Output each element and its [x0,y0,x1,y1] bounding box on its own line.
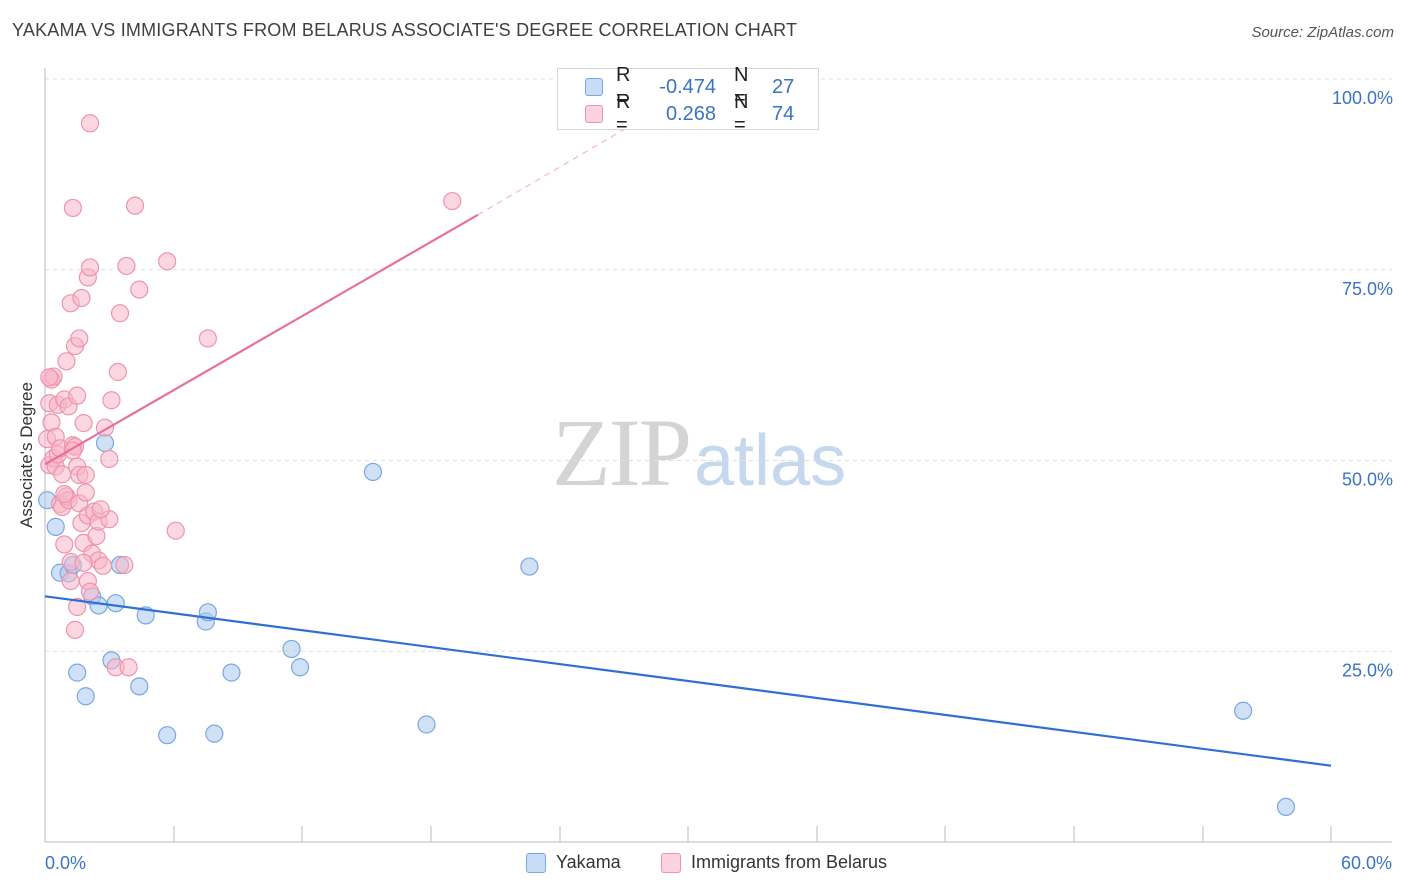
y-tick-label: 25.0% [1342,660,1393,680]
yakama-point [95,433,115,453]
n-label: N = [734,64,749,109]
legend-swatch-yakama [526,852,546,873]
belarus-point [117,256,136,276]
source-credit: Source: ZipAtlas.com [1251,24,1394,41]
belarus-point [61,571,80,591]
watermark-zip: ZIP [552,399,692,506]
y-tick-label: 100.0% [1332,88,1393,108]
n-label: N = [734,91,749,136]
yakama-point [205,724,224,743]
yakama-point [222,663,241,682]
belarus-point [55,484,74,504]
belarus-point [68,597,87,617]
belarus-point [158,252,177,271]
belarus-point [102,391,121,410]
belarus-point [198,329,217,348]
belarus-point [80,114,100,133]
belarus-point [443,191,462,211]
belarus-point [115,555,134,575]
r-label: R = [616,91,631,136]
belarus-point [53,465,72,484]
yakama-point [1276,797,1296,817]
r-value: 0.268 [665,102,716,125]
x-tick-label: 60.0% [1341,853,1392,873]
x-tick-label: 0.0% [45,853,86,873]
r-label: R = [616,64,631,109]
legend-label-belarus: Immigrants from Belarus [691,852,888,872]
yakama-point [1234,701,1253,720]
y-tick-label: 50.0% [1342,470,1393,490]
belarus-point [74,553,93,572]
belarus-point [130,280,149,299]
belarus-point [110,304,130,323]
stats-swatch-yakama [585,78,603,96]
yakama-point [417,715,436,734]
r-value: -0.474 [659,75,716,98]
legend-item-yakama[interactable]: Yakama [526,852,621,873]
legend: Yakama Immigrants from Belarus [0,852,1406,876]
belarus-point [65,620,85,639]
belarus-point [93,556,112,575]
belarus-trend-line [44,213,479,466]
belarus-point [119,658,138,677]
yakama-point [520,557,539,576]
y-axis-label: Associate's Degree [17,382,36,528]
belarus-point [74,414,93,433]
yakama-point [130,677,149,696]
yakama-point [363,462,383,482]
belarus-point [70,329,89,348]
belarus-point [166,521,185,540]
legend-swatch-belarus [661,852,681,873]
yakama-point [46,517,65,536]
y-tick-label: 75.0% [1342,279,1393,299]
legend-item-belarus[interactable]: Immigrants from Belarus [661,852,887,873]
legend-label-yakama: Yakama [556,852,621,872]
yakama-point [106,594,125,613]
n-value: 27 [772,75,795,98]
belarus-point [108,362,127,382]
belarus-point [100,449,119,469]
yakama-point [290,658,310,677]
belarus-point [63,198,82,218]
belarus-point [80,258,100,277]
belarus-point [80,582,100,601]
belarus-point [91,500,110,519]
yakama-point [68,663,87,682]
chart-title: YAKAMA VS IMMIGRANTS FROM BELARUS ASSOCI… [12,20,798,40]
yakama-trend-line [44,595,1332,767]
belarus-point [40,368,59,387]
belarus-point [76,465,95,485]
yakama-point [158,726,177,745]
belarus-point [55,535,74,554]
belarus-point [72,288,91,308]
n-value: 74 [772,102,795,125]
belarus-point [125,196,145,215]
belarus-point [76,483,95,502]
belarus-point [68,386,87,405]
stats-box: R = -0.474 N = 27 R = 0.268 N = 74 [557,64,819,136]
yakama-point [76,687,95,706]
yakama-point [282,639,301,659]
belarus-point [57,352,76,371]
watermark: ZIPatlas [552,405,846,509]
stats-swatch-belarus [585,105,603,123]
